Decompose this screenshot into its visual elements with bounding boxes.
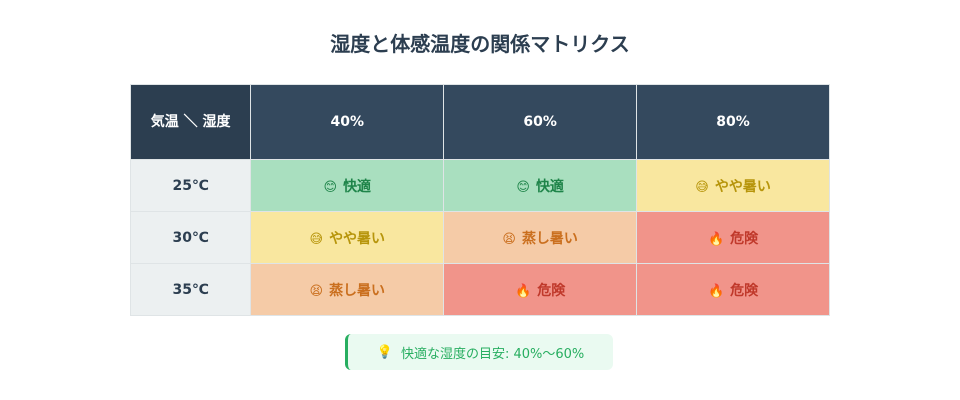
header-row: 気温 ＼ 湿度 40% 60% 80% (129, 84, 830, 160)
note: 💡 快適な湿度の目安: 40%〜60% (345, 334, 613, 370)
cell-text: やや暑い (714, 178, 771, 195)
icon: 😊 (323, 179, 338, 195)
corner-header: 気温 ＼ 湿度 (129, 84, 252, 160)
title: 湿度と体感温度の関係マトリクス (330, 32, 630, 56)
cell: 🔥 危険 (636, 211, 830, 264)
column-header: 40% (250, 84, 445, 160)
cell-text: 蒸し暑い (521, 230, 578, 247)
note-icon: 💡 (376, 344, 393, 360)
row: 25℃ 😊 快適 😊 快適 😅 やや暑い (129, 159, 830, 212)
matrix-table: 気温 ＼ 湿度 40% 60% 80% 25℃ 😊 快適 😊 快適 😅 やや暑い 30… (129, 84, 830, 316)
cell-text: 快適 (343, 178, 372, 195)
icon: 😫 (502, 231, 516, 247)
cell-text: 危険 (730, 282, 759, 299)
row-header: 30℃ (129, 211, 252, 264)
cell: 😅 やや暑い (250, 211, 445, 264)
cell: 🔥 危険 (636, 263, 830, 316)
row: 35℃ 😫 蒸し暑い 🔥 危険 🔥 危険 (129, 263, 830, 316)
icon: 🔥 (707, 231, 725, 247)
cell: 😅 やや暑い (636, 159, 830, 212)
cell-text: 蒸し暑い (329, 282, 386, 299)
row: 30℃ 😅 やや暑い 😫 蒸し暑い 🔥 危険 (129, 211, 830, 264)
column-header: 80% (636, 84, 830, 160)
icon: 🔥 (515, 283, 532, 299)
cell-text: 快適 (535, 178, 564, 195)
cell: 😊 快適 (250, 159, 445, 212)
icon: 🔥 (707, 283, 725, 299)
cell: 😫 蒸し暑い (250, 263, 445, 316)
cell-text: 危険 (537, 282, 566, 299)
cell-text: やや暑い (329, 230, 386, 247)
note-text: 快適な湿度の目安: 40%〜60% (400, 346, 585, 362)
icon: 😫 (309, 283, 324, 299)
cell: 🔥 危険 (443, 263, 638, 316)
cell: 😊 快適 (443, 159, 638, 212)
column-header: 60% (443, 84, 638, 160)
cell: 😫 蒸し暑い (443, 211, 638, 264)
row-header: 35℃ (129, 263, 252, 316)
icon: 😅 (309, 231, 324, 247)
row-header: 25℃ (129, 159, 252, 212)
icon: 😅 (695, 179, 709, 195)
cell-text: 危険 (730, 230, 759, 247)
icon: 😊 (516, 179, 530, 195)
